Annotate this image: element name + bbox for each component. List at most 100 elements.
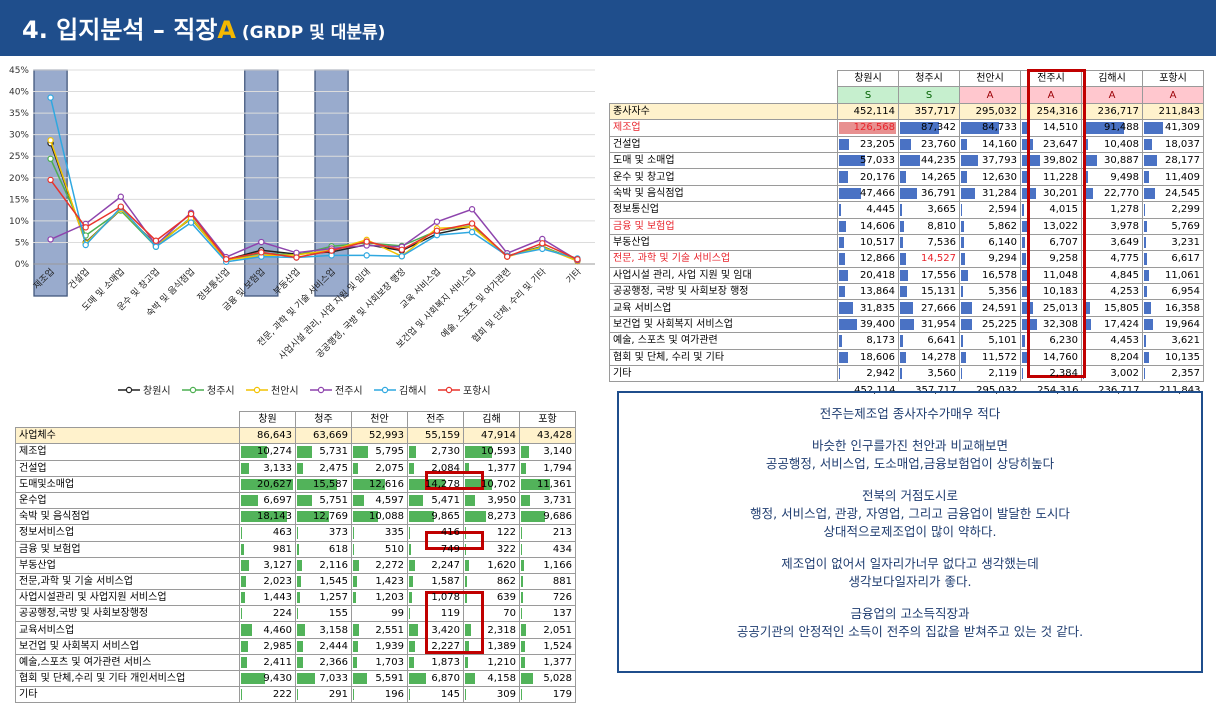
row-label: 기타 <box>609 365 838 383</box>
table-row: 숙박 및 음식점업 47,466 36,791 31,284 30,201 22,770 2… <box>609 184 1204 203</box>
table-cell: 12,630 <box>959 168 1021 186</box>
table-cell: 881 <box>519 572 576 591</box>
table-row: 부동산업 3,127 2,116 2,272 2,247 1,620 1,166 <box>15 556 576 574</box>
table-cell: 4,445 <box>837 201 899 219</box>
table-cell: 41,309 <box>1142 119 1204 137</box>
table-cell: 10,593 <box>463 443 520 461</box>
table-cell: 7,033 <box>295 669 352 688</box>
note-line: 상대적으로제조업이 많이 약하다. <box>823 524 997 539</box>
table-cell: 1,703 <box>351 653 408 672</box>
table-cell: 14,278 <box>407 475 464 493</box>
table-cell: 10,274 <box>239 443 296 461</box>
row-label: 사업시설관리 및 사업지원 서비스업 <box>15 589 240 607</box>
table-cell: 10,183 <box>1020 283 1082 301</box>
header-row: 창원시 청주시 천안시 전주시 김해시 포항시 <box>610 69 1204 88</box>
table-cell: 196 <box>351 686 408 703</box>
note-line <box>619 591 1201 605</box>
table-cell: 2,444 <box>295 637 352 655</box>
grade-badge: A <box>959 86 1021 104</box>
row-label: 제조업 <box>15 443 240 461</box>
table-row: 전문, 과학 및 기술 서비스업 12,866 14,527 9,294 9,258 4,… <box>609 250 1204 268</box>
data-point <box>398 246 406 253</box>
table-cell: 31,954 <box>898 315 960 334</box>
table-cell: 726 <box>519 589 576 607</box>
row-label: 보건업 및 사회복지 서비스업 <box>609 315 838 334</box>
legend-marker <box>381 386 389 394</box>
row-label: 정보서비스업 <box>15 524 240 542</box>
column-header: 포항시 <box>1142 69 1204 88</box>
table-cell: 9,294 <box>959 250 1021 268</box>
footer-row: 452,114 357,717 295,032 254,316 236,717 211,8… <box>610 382 1204 398</box>
workers-table: 창원시 청주시 천안시 전주시 김해시 포항시 S S A A A A 종사자수 452,114 357,7… <box>609 69 1204 398</box>
table-cell: 254,316 <box>1020 102 1082 121</box>
table-cell: 16,358 <box>1142 299 1204 317</box>
table-cell: 31,284 <box>959 184 1021 203</box>
table-cell: 14,510 <box>1020 119 1082 137</box>
table-row: 보건업 및 사회복지 서비스업 2,985 2,444 1,939 2,227 1,389… <box>15 637 576 655</box>
note-line: 금융업의 고소득직장과 <box>850 606 970 621</box>
table-row: 예술,스포츠 및 여가관련 서비스 2,411 2,366 1,703 1,873 1,2… <box>15 653 576 672</box>
table-cell: 179 <box>519 686 576 703</box>
table-cell: 18,037 <box>1142 135 1204 153</box>
row-label: 운수업 <box>15 491 240 510</box>
table-row: 정보서비스업 463 373 335 416 122 213 <box>15 524 576 542</box>
x-tick-label: 정보통신업 <box>195 266 232 303</box>
table-cell: 14,160 <box>959 135 1021 153</box>
table-cell: 25,225 <box>959 315 1021 334</box>
data-point <box>293 254 300 261</box>
legend-label: 포항시 <box>463 385 491 397</box>
table-cell: 2,227 <box>407 637 464 655</box>
table-cell: 11,409 <box>1142 168 1204 186</box>
table-cell: 2,299 <box>1142 201 1204 219</box>
table-cell: 37,793 <box>959 151 1021 170</box>
row-label: 전문,과학 및 기술 서비스업 <box>15 572 240 591</box>
table-cell: 15,805 <box>1081 299 1143 317</box>
table-cell: 4,460 <box>239 621 296 639</box>
note-line: 공공행정, 서비스업, 도소매업,금융보험업이 상당히높다 <box>765 456 1055 471</box>
table-cell: 6,954 <box>1142 283 1204 301</box>
title-accent: A <box>217 16 236 44</box>
table-cell: 4,253 <box>1081 283 1143 301</box>
table-cell: 3,002 <box>1081 365 1143 383</box>
table-cell: 99 <box>351 605 408 623</box>
table-cell: 4,158 <box>463 669 520 688</box>
table-cell: 19,964 <box>1142 315 1204 334</box>
data-point <box>152 237 160 244</box>
y-tick-label: 40% <box>9 88 29 98</box>
grade-badge: A <box>1142 86 1204 104</box>
table-cell: 31,835 <box>837 299 899 317</box>
data-point <box>187 219 195 226</box>
data-point <box>433 218 441 225</box>
x-tick-label: 예술, 스포츠 및 여가관련 <box>438 266 513 341</box>
legend-label: 전주시 <box>335 385 363 397</box>
data-point <box>258 249 265 256</box>
grade-badge: A <box>1081 86 1143 104</box>
table-row: 협회 및 단체, 수리 및 기타 18,606 14,278 11,572 14,760… <box>609 348 1204 367</box>
table-cell: 309 <box>463 686 520 703</box>
legend-label: 천안시 <box>271 385 299 397</box>
table-cell: 30,887 <box>1081 151 1143 170</box>
table-cell: 12,616 <box>351 475 408 493</box>
footer-cell: 211,843 <box>1159 384 1201 396</box>
grade-badge: S <box>837 86 899 104</box>
table-cell: 5,028 <box>519 669 576 688</box>
table-row: 부동산업 10,517 7,536 6,140 6,707 3,649 3,231 <box>609 233 1204 252</box>
data-point <box>47 94 54 101</box>
y-tick-label: 0% <box>15 260 30 270</box>
table-cell: 4,453 <box>1081 332 1143 350</box>
table-cell: 17,556 <box>898 266 960 285</box>
table-cell: 4,597 <box>351 491 408 510</box>
table-cell: 9,258 <box>1020 250 1082 268</box>
table-cell: 18,606 <box>837 348 899 367</box>
row-label: 건설업 <box>609 135 838 153</box>
row-label: 건설업 <box>15 459 240 477</box>
note-line: 전주는제조업 종사자수가매우 적다 <box>819 406 1001 421</box>
table-cell: 9,430 <box>239 669 296 688</box>
series-line <box>49 179 578 261</box>
table-cell: 10,088 <box>351 508 408 526</box>
data-point <box>47 176 54 184</box>
table-cell: 1,545 <box>295 572 352 591</box>
table-cell: 4,015 <box>1020 201 1082 219</box>
table-cell: 2,119 <box>959 365 1021 383</box>
table-cell: 70 <box>463 605 520 623</box>
